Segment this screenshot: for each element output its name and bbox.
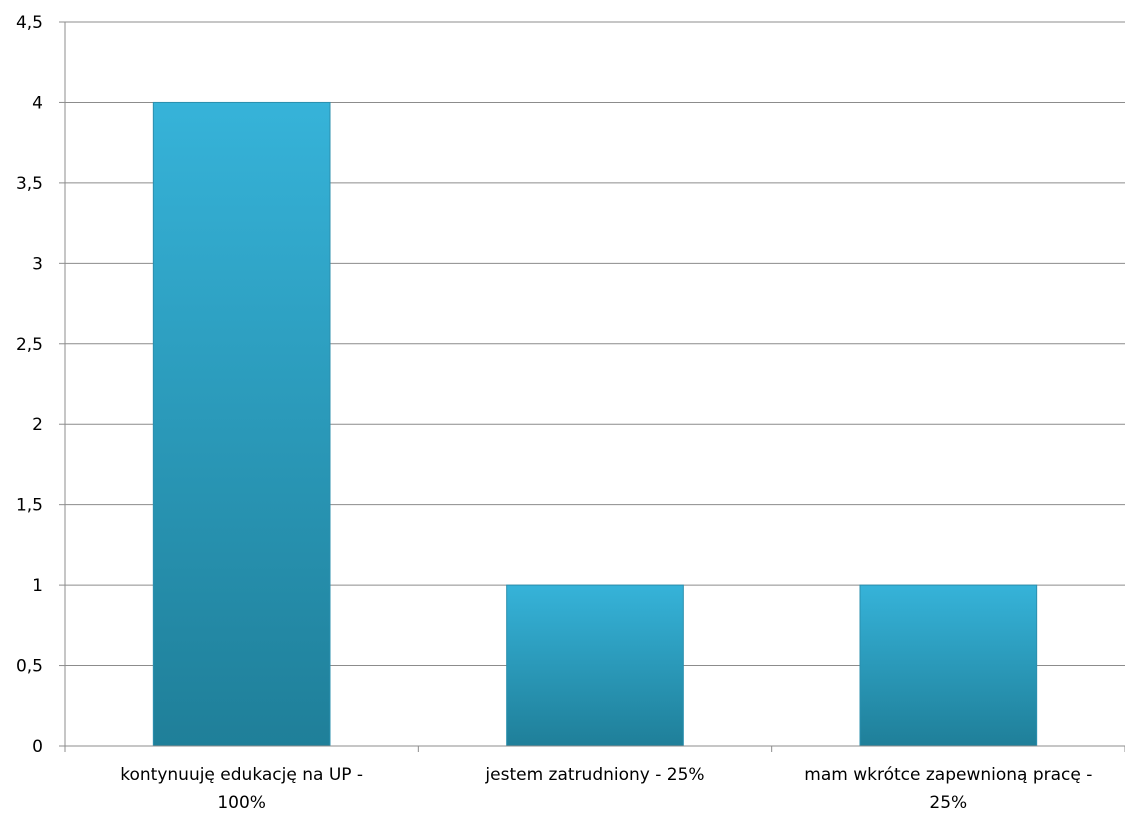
y-tick-labels: 0 0,5 1 1,5 2 2,5 3 3,5 4 4,5: [16, 13, 43, 757]
y-tick-label: 3: [32, 254, 43, 274]
y-tick-label: 0,5: [16, 657, 43, 677]
y-tick-label: 0: [32, 737, 43, 757]
bars: [152, 101, 1038, 747]
bar: [152, 101, 331, 747]
bar: [506, 584, 684, 747]
y-tick-label: 1,5: [16, 496, 43, 516]
x-category-labels: kontynuuję edukację na UP -100% jestem za…: [120, 765, 1092, 813]
bar: [859, 584, 1038, 747]
y-tick-label: 2: [32, 415, 43, 435]
y-tick-label: 3,5: [16, 174, 43, 194]
axes: [59, 21, 1125, 752]
y-tick-label: 2,5: [16, 335, 43, 355]
x-category-label: mam wkrótce zapewnioną pracę -25%: [804, 765, 1092, 813]
y-tick-label: 1: [32, 576, 43, 596]
x-category-label: jestem zatrudniony - 25%: [484, 765, 704, 785]
y-tick-label: 4,5: [16, 13, 43, 33]
x-category-label: kontynuuję edukację na UP -100%: [120, 765, 363, 813]
y-tick-label: 4: [32, 93, 43, 113]
